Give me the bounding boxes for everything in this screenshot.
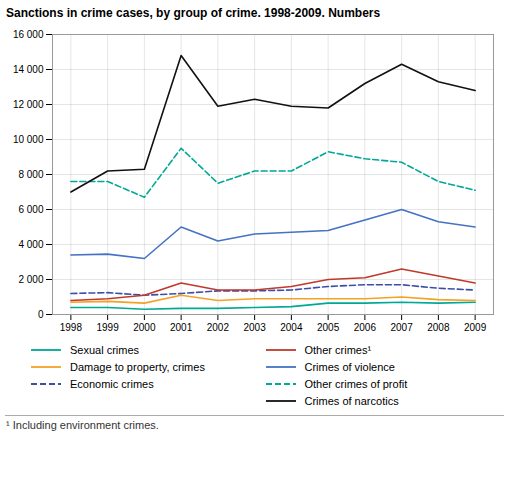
- svg-text:2000: 2000: [133, 322, 156, 333]
- svg-text:1999: 1999: [97, 322, 120, 333]
- svg-text:2001: 2001: [170, 322, 193, 333]
- svg-text:8 000: 8 000: [18, 169, 43, 180]
- svg-text:2002: 2002: [207, 322, 230, 333]
- html-text:Economic crimes: Economic crimes: [70, 378, 154, 390]
- svg-text:2008: 2008: [427, 322, 450, 333]
- svg-text:4 000: 4 000: [18, 239, 43, 250]
- svg-text:2005: 2005: [317, 322, 340, 333]
- html-text:Crimes of violence: Crimes of violence: [304, 361, 395, 373]
- svg-text:2007: 2007: [391, 322, 414, 333]
- html-text:Damage to property, crimes: Damage to property, crimes: [70, 361, 205, 373]
- svg-text:2004: 2004: [280, 322, 303, 333]
- svg-text:16 000: 16 000: [13, 29, 44, 40]
- svg-text:10 000: 10 000: [13, 134, 44, 145]
- svg-text:2003: 2003: [244, 322, 267, 333]
- svg-text:2009: 2009: [464, 322, 487, 333]
- svg-text:12 000: 12 000: [13, 99, 44, 110]
- svg-text:2 000: 2 000: [18, 274, 43, 285]
- svg-text:14 000: 14 000: [13, 64, 44, 75]
- html-text:Other crimes¹: Other crimes¹: [304, 344, 372, 356]
- html-text:Sanctions in crime cases, by g: Sanctions in crime cases, by group of cr…: [6, 6, 381, 20]
- html-text:Crimes of narcotics: Crimes of narcotics: [304, 395, 399, 407]
- html-text:¹ Including environment crimes: ¹ Including environment crimes.: [6, 419, 159, 431]
- svg-text:2006: 2006: [354, 322, 377, 333]
- html-text:Other crimes of profit: Other crimes of profit: [304, 378, 408, 390]
- svg-text:6 000: 6 000: [18, 204, 43, 215]
- svg-text:1998: 1998: [60, 322, 83, 333]
- html-text:Sexual crimes: Sexual crimes: [70, 344, 140, 356]
- svg-text:0: 0: [38, 309, 44, 320]
